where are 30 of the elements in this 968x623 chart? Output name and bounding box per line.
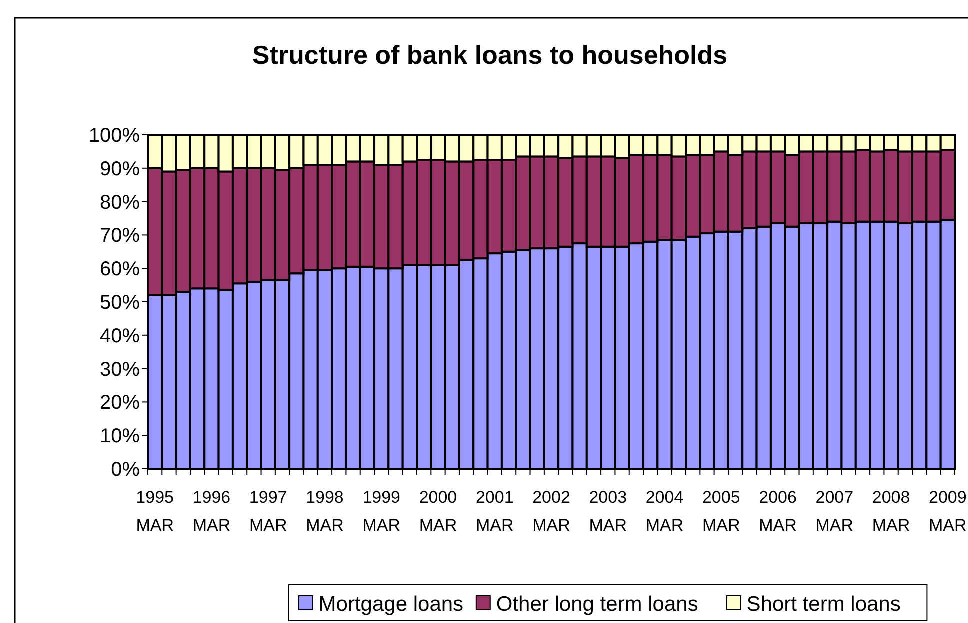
x-tick-label: 2004 MAR: [646, 488, 684, 535]
y-tick-label: 90%: [100, 158, 140, 180]
y-tick-label: 40%: [100, 325, 140, 348]
y-tick-label: 100%: [88, 125, 140, 147]
chart-title: Structure of bank loans to households: [252, 40, 728, 70]
y-tick-label: 70%: [100, 225, 140, 248]
x-tick-label: 1996 MAR: [192, 488, 231, 535]
y-tick-label: 10%: [100, 426, 140, 448]
y-tick-label: 0%: [111, 459, 140, 481]
x-tick-label: 2009 MAR: [929, 488, 967, 535]
x-tick-label: 2006 MAR: [759, 488, 797, 535]
legend-label: Other long term loans: [496, 593, 698, 616]
x-tick-label: 2000 MAR: [419, 488, 458, 535]
x-tick-label: 1999 MAR: [362, 488, 401, 535]
x-tick-label: 2005 MAR: [702, 488, 740, 535]
x-tick-label: 1998 MAR: [306, 488, 344, 535]
legend-label: Mortgage loans: [318, 593, 464, 616]
y-tick-label: 20%: [100, 392, 140, 414]
y-tick-label: 30%: [100, 358, 140, 381]
x-tick-label: 2007 MAR: [816, 488, 854, 535]
x-tick-label: 1995 MAR: [136, 488, 174, 535]
legend-label: Short term loans: [746, 593, 901, 616]
x-tick-label: 1997 MAR: [249, 488, 288, 535]
x-tick-label: 2008 MAR: [872, 488, 910, 535]
y-tick-label: 60%: [100, 258, 140, 281]
y-tick-label: 50%: [100, 292, 140, 314]
x-tick-label: 2001 MAR: [476, 488, 514, 535]
y-tick-label: 80%: [100, 192, 140, 214]
x-tick-label: 2002 MAR: [532, 488, 570, 535]
x-tick-label: 2003 MAR: [589, 488, 628, 535]
